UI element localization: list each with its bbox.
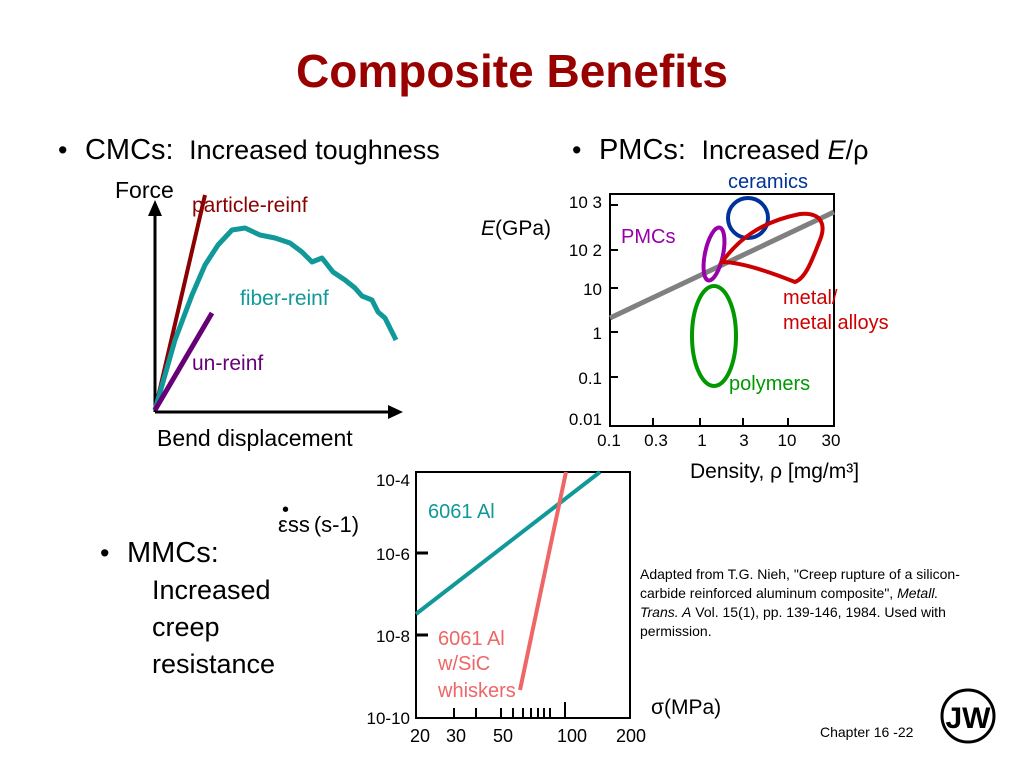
pmc-bullet: • PMCs: Increased E/ρ: [572, 134, 868, 167]
6061-al-sic-line: [518, 471, 568, 691]
polymers-label: polymers: [729, 373, 810, 395]
stress-axis-label: σ(MPa): [651, 696, 721, 719]
y-tick-label: 1: [593, 324, 602, 343]
plot-frame: [609, 193, 835, 427]
y-tick-labels: 0.01 0.1 1 10 10 2 10 3: [569, 193, 602, 429]
metal-alloys-label: metal alloys: [783, 312, 889, 334]
6061-al-line: [414, 470, 602, 616]
strain-rate-dot-icon: •: [282, 499, 289, 521]
fiber-reinf-curve: [152, 225, 399, 411]
6061-al-label: 6061 Al: [428, 501, 495, 523]
figure-credit: Adapted from T.G. Nieh, "Creep rupture o…: [640, 566, 960, 639]
6061-al-sic-label-1: 6061 Al: [438, 628, 505, 650]
y-tick-label: 0.01: [569, 410, 602, 429]
x-tick-label: 50: [493, 726, 513, 746]
cmc-bullet: • CMCs: Increased toughness: [58, 134, 440, 167]
x-tick-labels: 0.1 0.3 1 3 10 30: [597, 431, 840, 450]
pmc-desc-suffix: /ρ: [845, 135, 869, 165]
metal-label: metal/: [783, 287, 838, 309]
mmc-desc: Increased creep resistance: [152, 575, 276, 679]
pmc-desc-prefix: Increased: [701, 135, 828, 165]
x-tick-label: 0.3: [644, 431, 668, 450]
pmc-region-label: PMCs: [621, 226, 675, 248]
x-tick-label: 200: [616, 726, 646, 746]
wiley-logo-icon: JW: [940, 688, 996, 744]
x-tick-marks: [652, 418, 789, 426]
x-tick-label: 30: [446, 726, 466, 746]
6061-al-sic-label-2: w/SiC: [437, 653, 490, 675]
y-tick-label: 10: [583, 280, 602, 299]
y-tick-labels: 10-4 10-6 10-8 10-10: [367, 471, 410, 728]
force-axis-label: Force: [115, 177, 174, 203]
x-tick-label: 100: [557, 726, 587, 746]
x-tick-label: 1: [697, 431, 706, 450]
cmc-label: CMCs:: [84, 134, 174, 166]
e-gpa-axis-label: E(GPa): [481, 217, 551, 240]
x-tick-label: 20: [410, 726, 430, 746]
density-axis-label: Density, ρ [mg/m³]: [690, 460, 859, 483]
x-tick-label: 10: [778, 431, 797, 450]
y-tick-label: 10 3: [569, 193, 602, 212]
svg-text:JW: JW: [946, 702, 992, 735]
cmc-diagram: Force Bend displacement particle-reinf f…: [115, 177, 403, 451]
y-tick-marks: [416, 551, 428, 637]
y-axis-arrow-icon: [148, 200, 162, 216]
y-tick-label: 10-8: [376, 627, 410, 646]
pmc-diagram: ceramics PMCs metal/ metal alloys polyme…: [481, 171, 889, 483]
pmc-region: [701, 225, 727, 283]
un-reinf-curve: [152, 311, 215, 412]
chapter-page-number: Chapter 16 -22: [820, 724, 914, 740]
mmc-diagram: 6061 Al 6061 Al w/SiC whiskers 10-4 10-6…: [278, 470, 721, 746]
fiber-reinf-label: fiber-reinf: [240, 287, 329, 310]
bullet-dot: •: [58, 135, 68, 165]
particle-reinf-label: particle-reinf: [192, 194, 308, 217]
x-axis-arrow-icon: [388, 405, 403, 419]
y-tick-label: 10-6: [376, 545, 410, 564]
ceramics-label: ceramics: [728, 171, 808, 193]
un-reinf-label: un-reinf: [192, 352, 263, 375]
y-tick-label: 10-10: [367, 709, 410, 728]
bullet-dot: •: [572, 135, 582, 165]
bend-displacement-axis-label: Bend displacement: [157, 425, 353, 451]
y-tick-label: 10-4: [376, 471, 410, 490]
ceramics-region: [726, 196, 770, 240]
x-tick-label: 3: [739, 431, 748, 450]
strain-rate-axis-label: εss (s-1): [278, 512, 359, 537]
x-tick-label: 0.1: [597, 431, 621, 450]
metal-alloys-region: [718, 211, 825, 285]
x-tick-labels: 20 30 50 100 200: [410, 726, 646, 746]
x-tick-marks: [453, 702, 566, 718]
y-tick-label: 10 2: [569, 241, 602, 260]
mmc-label: MMCs:: [126, 537, 219, 569]
bullet-dot: •: [100, 538, 110, 568]
y-tick-marks: [610, 204, 618, 378]
pmc-label: PMCs:: [598, 134, 686, 166]
mmc-bullet: • MMCs:: [100, 537, 219, 570]
polymers-region: [690, 284, 738, 388]
pmc-desc-e: E: [827, 135, 846, 165]
cmc-desc: Increased toughness: [189, 135, 440, 165]
y-tick-label: 0.1: [578, 369, 602, 388]
slide-title: Composite Benefits: [296, 45, 728, 97]
6061-al-sic-label-3: whiskers: [437, 680, 516, 702]
x-tick-label: 30: [822, 431, 841, 450]
